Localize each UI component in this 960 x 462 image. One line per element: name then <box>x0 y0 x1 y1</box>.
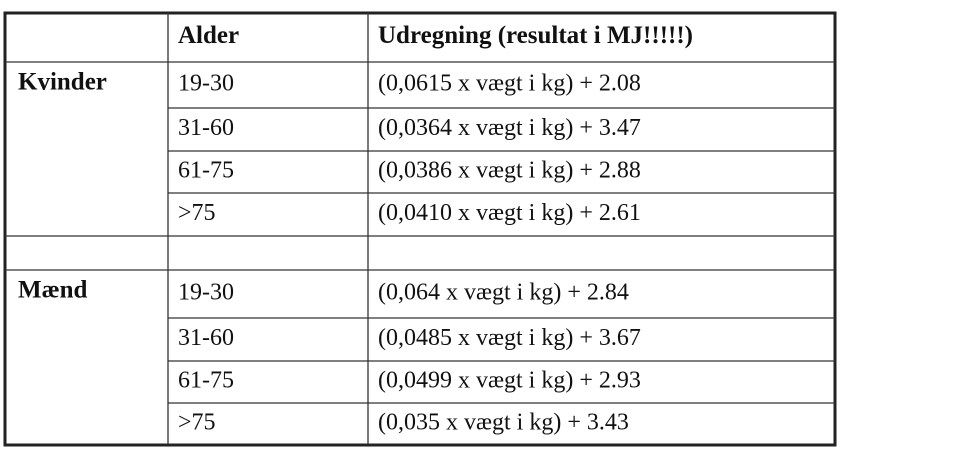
formula-cell: (0,0364 x vægt i kg) + 3.47 <box>378 115 641 141</box>
age-cell: 61-75 <box>178 158 234 184</box>
header-cell: Alder <box>178 22 239 49</box>
age-cell: 19-30 <box>178 280 234 306</box>
formula-cell: (0,0499 x vægt i kg) + 2.93 <box>378 368 641 394</box>
group-label: Kvinder <box>18 69 107 96</box>
formula-cell: (0,0386 x vægt i kg) + 2.88 <box>378 158 641 184</box>
age-cell: >75 <box>178 200 216 226</box>
age-cell: 19-30 <box>178 71 234 97</box>
group-label: Mænd <box>18 277 88 304</box>
header-cell: Udregning (resultat i MJ!!!!!) <box>378 22 693 49</box>
table-border <box>3 11 837 447</box>
age-cell: 31-60 <box>178 325 234 351</box>
formula-cell: (0,064 x vægt i kg) + 2.84 <box>378 280 629 306</box>
age-cell: 31-60 <box>178 115 234 141</box>
age-cell: >75 <box>178 410 216 436</box>
formula-cell: (0,035 x vægt i kg) + 3.43 <box>378 410 629 436</box>
formula-cell: (0,0485 x vægt i kg) + 3.67 <box>378 325 641 351</box>
formula-cell: (0,0615 x vægt i kg) + 2.08 <box>378 71 641 97</box>
formula-cell: (0,0410 x vægt i kg) + 2.61 <box>378 200 641 226</box>
age-cell: 61-75 <box>178 368 234 394</box>
